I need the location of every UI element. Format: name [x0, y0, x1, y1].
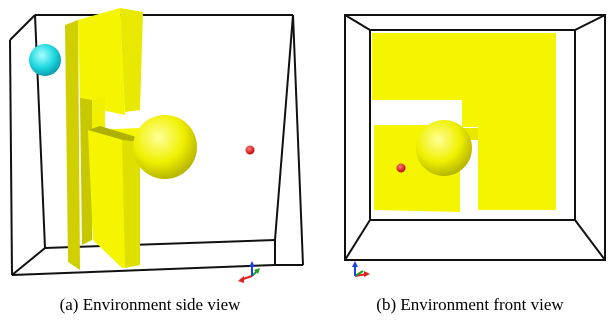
obstacle-walls [65, 8, 146, 270]
caption-side-view: (a) Environment side view [59, 295, 241, 314]
bounding-box [344, 14, 606, 261]
axis-triad-icon [238, 261, 260, 283]
goal-point [396, 163, 406, 173]
side-view-scene [9, 8, 304, 283]
cyan-sphere [29, 44, 61, 76]
large-sphere [133, 115, 197, 179]
large-sphere [416, 120, 472, 176]
panel-side-view: (a) Environment side view [9, 8, 304, 314]
obstacle-walls [372, 33, 556, 212]
goal-point [245, 145, 255, 155]
front-view-scene [344, 14, 606, 277]
caption-front-view: (b) Environment front view [376, 295, 564, 314]
panel-front-view: (b) Environment front view [310, 0, 613, 321]
axis-triad-icon [352, 261, 370, 277]
